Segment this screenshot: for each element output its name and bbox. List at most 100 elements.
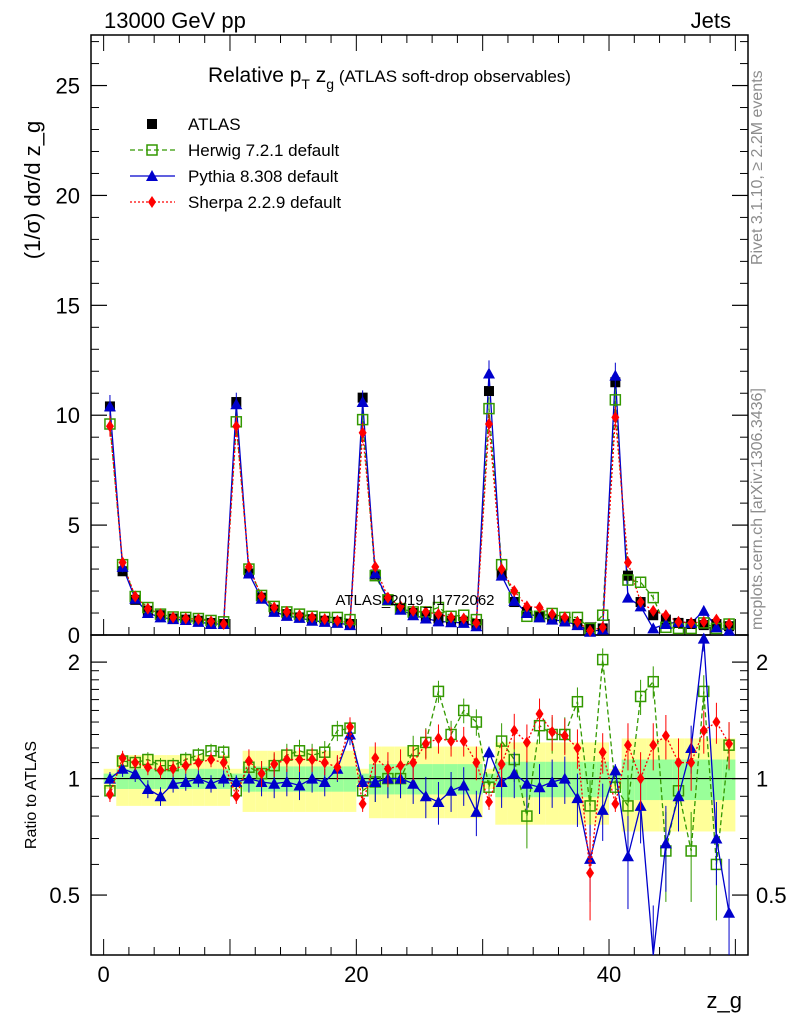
point-sherpa	[472, 616, 481, 629]
ratio-point-pythia	[470, 805, 483, 817]
ratio-point-sherpa	[548, 725, 557, 738]
chart-title: Relative pT zg (ATLAS soft-drop observab…	[208, 64, 571, 92]
ratio-plot-series	[103, 632, 736, 956]
point-sherpa	[270, 601, 279, 614]
point-sherpa	[649, 604, 658, 617]
ratio-point-sherpa	[560, 729, 569, 742]
ratio-point-herwig	[622, 800, 634, 812]
point-sherpa	[131, 590, 140, 603]
ratio-inner-band-bin	[646, 759, 660, 801]
ratio-inner-band-bin	[432, 764, 445, 795]
point-sherpa	[244, 560, 253, 573]
point-sherpa	[623, 556, 632, 569]
point-herwig	[596, 609, 609, 621]
title-sub-t: T	[301, 76, 310, 92]
point-pythia	[508, 594, 521, 606]
ratio-point-herwig	[457, 704, 470, 717]
ratio-point-pythia	[205, 777, 218, 789]
y-tick-label: 5	[68, 513, 80, 538]
point-sherpa	[232, 420, 241, 433]
ratio-point-sherpa	[573, 741, 582, 754]
ratio-point-pythia	[356, 775, 369, 787]
x-tick-label: 0	[98, 962, 110, 987]
ratio-point-pythia	[268, 777, 281, 789]
ratio-point-herwig	[331, 724, 344, 737]
point-sherpa	[181, 612, 190, 625]
ratio-point-herwig	[432, 685, 445, 698]
title-main: Relative p	[208, 64, 301, 87]
ratio-point-pythia	[672, 790, 685, 802]
legend: ATLAS Herwig 7.2.1 default Pythia 8.308 de…	[130, 115, 341, 212]
ratio-point-sherpa	[699, 724, 708, 737]
ratio-inner-band-bin	[697, 759, 711, 801]
ratio-point-sherpa	[649, 739, 658, 752]
ratio-point-pythia	[596, 803, 609, 815]
point-pythia	[710, 621, 723, 633]
ratio-point-pythia	[318, 775, 331, 787]
ratio-point-sherpa	[371, 752, 380, 765]
ratio-point-pythia	[432, 795, 445, 807]
title-z: z	[310, 64, 326, 87]
point-sherpa	[409, 604, 418, 617]
point-sherpa	[535, 601, 544, 614]
ratio-point-sherpa	[510, 724, 519, 737]
ratio-point-sherpa	[712, 716, 721, 729]
ratio-point-pythia	[280, 775, 293, 787]
point-sherpa	[295, 609, 304, 622]
point-sherpa	[156, 608, 165, 621]
ratio-point-sherpa	[308, 753, 317, 766]
title-sub-g: g	[326, 76, 334, 92]
y-tick-label: 15	[56, 293, 80, 318]
ratio-y-tick-label: 2	[68, 650, 80, 675]
ratio-point-sherpa	[244, 755, 253, 768]
ratio-point-pythia	[571, 792, 584, 804]
x-tick-label: 40	[597, 962, 621, 987]
ratio-point-sherpa	[295, 753, 304, 766]
ratio-point-sherpa	[156, 764, 165, 777]
legend-marker-atlas	[147, 119, 157, 129]
ratio-point-sherpa	[687, 756, 696, 769]
ratio-point-sherpa	[535, 707, 544, 720]
legend-label-sherpa: Sherpa 2.2.9 default	[188, 193, 341, 212]
ratio-inner-band-bin	[583, 761, 597, 798]
rivet-version-text: Rivet 3.1.10, ≥ 2.2M events	[749, 70, 766, 265]
point-sherpa	[282, 605, 291, 618]
ratio-point-sherpa	[661, 729, 670, 742]
ratio-point-pythia	[141, 782, 154, 794]
ratio-point-sherpa	[447, 735, 456, 748]
point-sherpa	[396, 600, 405, 613]
ratio-point-pythia	[369, 775, 382, 787]
x-axis-label: z_g	[707, 988, 742, 1013]
ratio-point-herwig	[647, 675, 659, 688]
ratio-point-pythia	[558, 772, 571, 784]
point-sherpa	[522, 600, 531, 613]
ratio-point-pythia	[508, 767, 521, 779]
ratio-point-pythia	[306, 772, 319, 784]
point-sherpa	[333, 614, 342, 627]
point-pythia	[432, 615, 445, 627]
point-sherpa	[510, 585, 519, 598]
y-tick-label: 20	[56, 183, 80, 208]
ratio-y-axis-label: Ratio to ATLAS	[23, 741, 40, 849]
ratio-point-herwig	[521, 810, 533, 822]
ratio-point-pythia	[407, 777, 420, 789]
point-sherpa	[712, 613, 721, 626]
ratio-point-sherpa	[472, 756, 481, 769]
point-sherpa	[586, 624, 595, 637]
point-sherpa	[560, 611, 569, 624]
point-pythia	[495, 569, 508, 581]
point-sherpa	[687, 616, 696, 629]
point-pythia	[419, 612, 432, 624]
ratio-point-pythia	[710, 832, 723, 844]
legend-label-atlas: ATLAS	[188, 115, 241, 134]
ratio-point-pythia	[129, 767, 142, 779]
legend-marker-pythia	[146, 170, 158, 181]
legend-marker-herwig	[146, 144, 158, 156]
ratio-point-sherpa	[725, 737, 734, 750]
ratio-point-pythia	[482, 746, 495, 758]
point-pythia	[482, 367, 495, 379]
ratio-point-pythia	[697, 632, 710, 644]
ratio-point-sherpa	[346, 720, 355, 733]
ratio-point-sherpa	[320, 756, 329, 769]
